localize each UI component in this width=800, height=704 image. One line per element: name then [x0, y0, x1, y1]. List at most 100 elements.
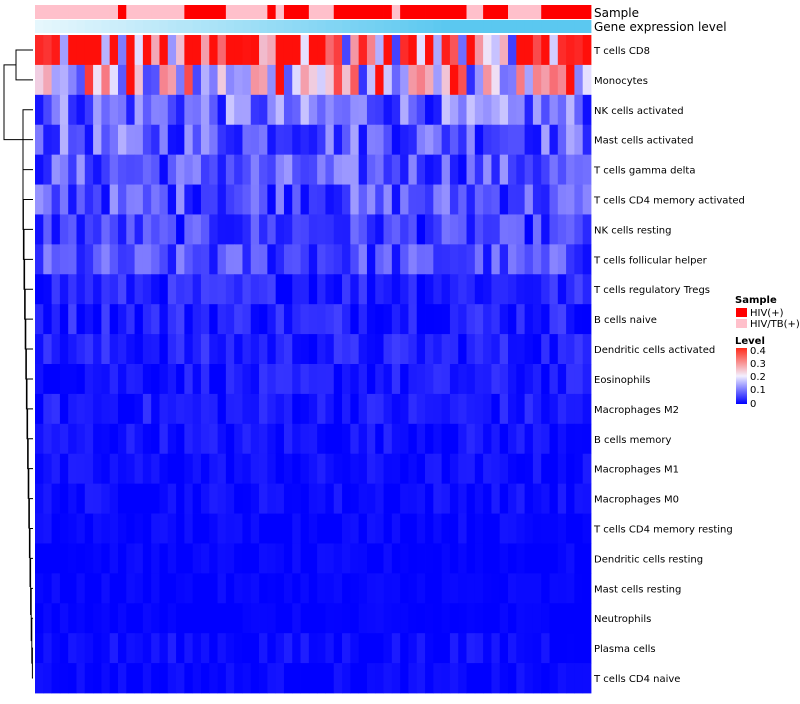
- heatmap-cell: [292, 124, 301, 156]
- heatmap-cell: [192, 274, 202, 305]
- heatmap-cell: [400, 453, 409, 485]
- heatmap-cell: [400, 334, 409, 365]
- heatmap-cell: [483, 35, 492, 66]
- heatmap-cell: [308, 483, 318, 514]
- heatmap-cell: [524, 184, 534, 215]
- heatmap-cell: [317, 633, 326, 664]
- heatmap-cell: [358, 603, 368, 634]
- heatmap-cell: [109, 184, 119, 215]
- heatmap-cell: [259, 274, 268, 305]
- row-label: Plasma cells: [594, 644, 656, 655]
- heatmap-cell: [375, 543, 384, 574]
- heatmap-cell: [259, 124, 268, 156]
- heatmap-cell: [325, 603, 335, 634]
- heatmap-cell: [375, 393, 384, 425]
- heatmap-cell: [325, 304, 335, 335]
- row-label: Mast cells activated: [594, 136, 693, 147]
- heatmap-cell: [549, 633, 559, 664]
- heatmap-cell: [491, 184, 501, 215]
- heatmap-cell: [408, 124, 418, 156]
- heatmap-cell: [416, 633, 426, 664]
- heatmap-cell: [192, 35, 202, 66]
- heatmap-cell: [333, 214, 343, 245]
- heatmap-cell: [209, 423, 218, 455]
- heatmap-cell: [342, 364, 351, 395]
- heatmap-cell: [574, 214, 584, 245]
- expression-cell: [308, 20, 318, 33]
- heatmap-cell: [250, 453, 260, 485]
- heatmap-cell: [117, 35, 127, 66]
- heatmap-cell: [101, 124, 111, 156]
- dendrogram-branch: [30, 557, 33, 615]
- heatmap-cell: [557, 334, 567, 365]
- heatmap-cell: [416, 663, 426, 694]
- sample-cell: [325, 5, 335, 19]
- heatmap-cell: [466, 154, 476, 185]
- heatmap-cell: [68, 603, 77, 634]
- sample-cell: [375, 5, 384, 19]
- expression-cell: [275, 20, 285, 33]
- heatmap-cell: [441, 94, 451, 126]
- heatmap-cell: [93, 35, 102, 66]
- heatmap-cell: [333, 64, 343, 96]
- heatmap-cell: [142, 633, 152, 664]
- heatmap-cell: [532, 94, 542, 126]
- heatmap-cell: [159, 35, 169, 66]
- row-label: Dendritic cells activated: [594, 345, 715, 356]
- heatmap-cell: [117, 513, 127, 544]
- heatmap-cell: [549, 453, 559, 485]
- heatmap-cell: [582, 543, 592, 574]
- heatmap-cell: [250, 393, 260, 425]
- heatmap-cell: [151, 244, 160, 275]
- heatmap-cell: [541, 633, 550, 664]
- heatmap-cell: [35, 274, 44, 305]
- heatmap-cell: [358, 304, 368, 335]
- heatmap-cell: [109, 483, 119, 514]
- heatmap-cell: [159, 423, 169, 455]
- heatmap-cell: [408, 633, 418, 664]
- row-label: T cells gamma delta: [593, 166, 695, 177]
- heatmap-cell: [358, 483, 368, 514]
- expression-cell: [366, 20, 376, 33]
- sample-cell: [159, 5, 169, 19]
- heatmap-cell: [176, 663, 185, 694]
- heatmap-cell: [483, 364, 492, 395]
- expression-cell: [508, 20, 517, 33]
- heatmap-cell: [68, 573, 77, 604]
- heatmap-cell: [391, 663, 401, 694]
- heatmap-cell: [159, 633, 169, 664]
- heatmap-cell: [192, 184, 202, 215]
- heatmap-cell: [225, 35, 235, 66]
- heatmap-cell: [400, 154, 409, 185]
- heatmap-cell: [366, 573, 376, 604]
- heatmap-cell: [549, 244, 559, 275]
- heatmap-cell: [483, 124, 492, 156]
- heatmap-cell: [441, 364, 451, 395]
- heatmap-cell: [134, 35, 144, 66]
- heatmap-cell: [242, 184, 252, 215]
- heatmap-cell: [176, 573, 185, 604]
- heatmap-cell: [499, 573, 509, 604]
- heatmap-cell: [425, 94, 434, 126]
- heatmap-cell: [209, 603, 218, 634]
- heatmap-cell: [117, 543, 127, 574]
- heatmap-cell: [234, 214, 243, 245]
- heatmap-cell: [425, 124, 434, 156]
- sample-cell: [350, 5, 360, 19]
- heatmap-cell: [192, 94, 202, 126]
- heatmap-cell: [126, 364, 135, 395]
- heatmap-cell: [441, 543, 451, 574]
- heatmap-cell: [68, 334, 77, 365]
- heatmap-cell: [101, 603, 111, 634]
- heatmap-cell: [408, 573, 418, 604]
- heatmap-cell: [325, 334, 335, 365]
- heatmap-cell: [308, 603, 318, 634]
- heatmap-cell: [375, 94, 384, 126]
- heatmap-cell: [425, 483, 434, 514]
- heatmap-cell: [184, 124, 194, 156]
- heatmap-cell: [300, 603, 310, 634]
- heatmap-cell: [151, 214, 160, 245]
- heatmap-cell: [167, 543, 177, 574]
- heatmap-cell: [441, 184, 451, 215]
- heatmap-cell: [433, 603, 443, 634]
